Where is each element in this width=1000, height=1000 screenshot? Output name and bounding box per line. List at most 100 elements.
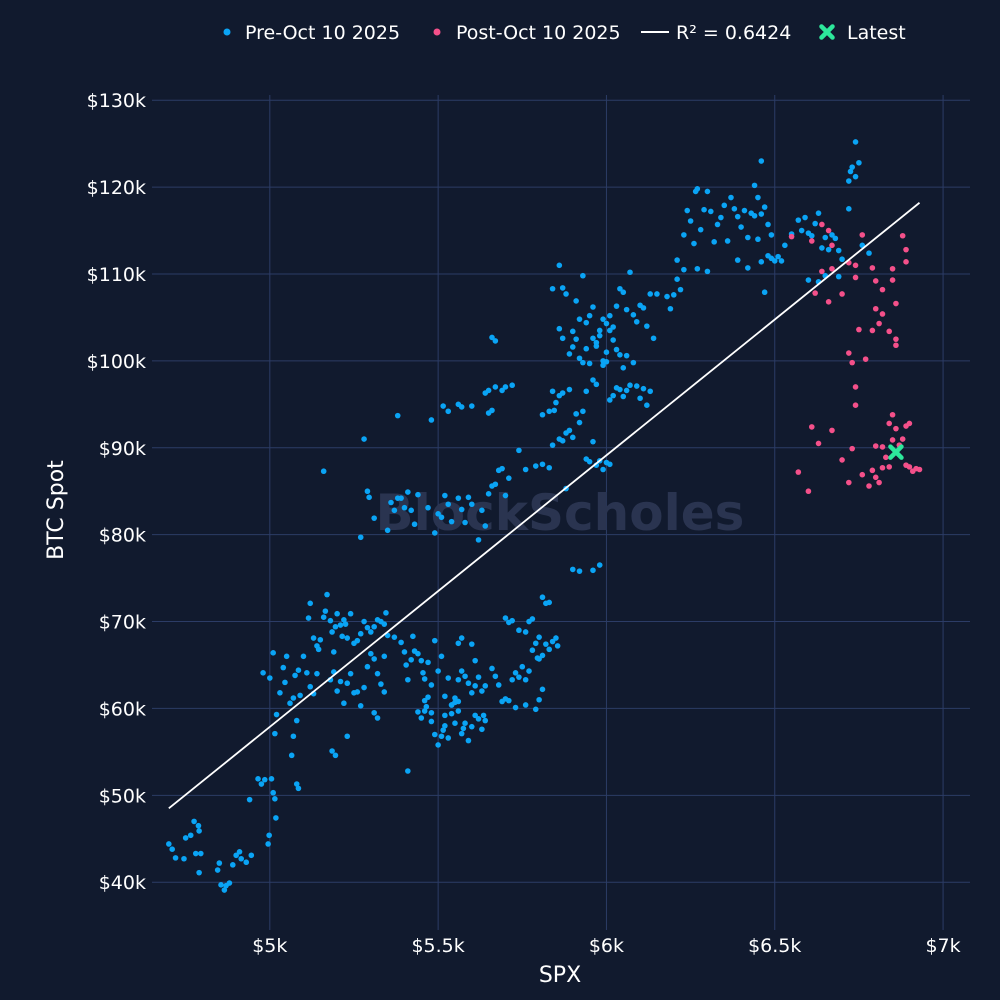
data-point-pre — [677, 286, 684, 293]
y-tick-label: $60k — [99, 698, 146, 720]
data-point-pre — [428, 682, 435, 688]
data-point-post — [876, 479, 882, 486]
data-point-post — [872, 443, 879, 449]
data-point-pre — [704, 188, 711, 195]
data-point-pre — [566, 351, 573, 357]
data-point-pre — [411, 521, 418, 528]
data-point-pre — [674, 257, 680, 263]
data-point-pre — [445, 501, 452, 508]
data-point-pre — [423, 703, 430, 710]
data-point-pre — [166, 841, 172, 847]
data-point-pre — [307, 600, 314, 607]
data-point-pre — [290, 695, 297, 701]
data-point-post — [893, 300, 899, 307]
data-point-pre — [623, 352, 630, 359]
data-point-pre — [383, 610, 389, 616]
data-point-pre — [681, 266, 687, 273]
data-point-pre — [191, 818, 197, 825]
data-point-pre — [196, 869, 202, 876]
data-point-pre — [216, 860, 223, 866]
data-point-pre — [292, 672, 298, 679]
legend-item-fit[interactable]: R² = 0.6424 — [641, 22, 791, 44]
data-point-pre — [182, 835, 189, 841]
data-point-pre — [596, 327, 603, 334]
data-point-pre — [421, 676, 428, 682]
data-point-pre — [755, 236, 761, 243]
data-point-pre — [529, 616, 536, 622]
data-point-post — [852, 402, 859, 408]
data-point-post — [903, 246, 909, 253]
legend-item-pre[interactable]: Pre-Oct 10 2025 — [223, 22, 401, 44]
legend-item-post[interactable]: Post-Oct 10 2025 — [433, 22, 621, 44]
data-point-pre — [415, 650, 421, 657]
data-point-post — [808, 238, 815, 244]
latest-x-stroke — [819, 24, 835, 40]
data-point-pre — [549, 388, 556, 395]
data-point-pre — [553, 399, 559, 406]
data-point-pre — [421, 697, 428, 704]
data-point-pre — [288, 752, 295, 759]
data-point-pre — [347, 610, 354, 617]
data-point-pre — [556, 325, 563, 332]
data-point-pre — [428, 718, 435, 725]
data-point-post — [859, 471, 866, 478]
data-point-pre — [532, 706, 539, 713]
data-point-pre — [482, 683, 489, 689]
data-point-pre — [687, 218, 694, 224]
data-point-pre — [243, 859, 250, 866]
data-point-pre — [462, 720, 468, 727]
data-point-pre — [384, 527, 391, 534]
data-point-pre — [559, 335, 566, 342]
data-point-pre — [691, 240, 697, 247]
data-point-pre — [485, 491, 492, 497]
data-point-pre — [465, 494, 472, 501]
data-point-pre — [852, 139, 859, 145]
data-point-post — [879, 444, 886, 450]
data-point-post — [805, 488, 812, 495]
data-point-pre — [627, 269, 633, 276]
data-point-pre — [559, 390, 566, 396]
data-point-post — [852, 384, 859, 390]
data-point-pre — [647, 291, 654, 297]
legend-post-marker — [433, 28, 441, 36]
data-point-post — [886, 328, 893, 335]
data-point-pre — [260, 670, 266, 676]
y-tick-label: $40k — [99, 872, 146, 894]
data-point-post — [876, 320, 882, 327]
data-point-pre — [425, 659, 431, 666]
data-point-pre — [270, 789, 276, 796]
data-point-pre — [586, 458, 593, 465]
data-point-pre — [697, 226, 704, 233]
data-point-pre — [310, 635, 317, 641]
legend-item-latest[interactable]: Latest — [819, 22, 906, 44]
data-point-post — [849, 359, 855, 366]
data-point-post — [893, 336, 899, 342]
data-point-pre — [492, 481, 499, 488]
data-point-pre — [405, 676, 411, 683]
data-point-pre — [664, 293, 670, 300]
data-point-pre — [569, 344, 576, 350]
data-point-pre — [539, 686, 546, 693]
data-point-pre — [751, 182, 758, 189]
data-point-post — [869, 327, 876, 334]
data-point-pre — [472, 657, 478, 664]
data-point-pre — [334, 688, 340, 694]
data-point-pre — [630, 312, 637, 318]
data-point-pre — [458, 730, 465, 737]
data-point-pre — [458, 506, 465, 513]
data-point-pre — [839, 256, 845, 263]
data-point-pre — [330, 649, 337, 655]
data-point-pre — [832, 235, 839, 242]
data-point-pre — [246, 796, 253, 803]
data-point-pre — [607, 312, 613, 319]
data-point-pre — [431, 637, 438, 644]
data-point-post — [846, 350, 852, 356]
data-point-post — [889, 265, 896, 272]
data-point-pre — [381, 653, 388, 660]
data-point-pre — [442, 723, 448, 729]
data-point-pre — [846, 178, 852, 184]
data-point-pre — [455, 708, 462, 714]
data-point-post — [825, 298, 832, 305]
data-point-pre — [304, 670, 310, 676]
data-point-pre — [644, 402, 650, 408]
